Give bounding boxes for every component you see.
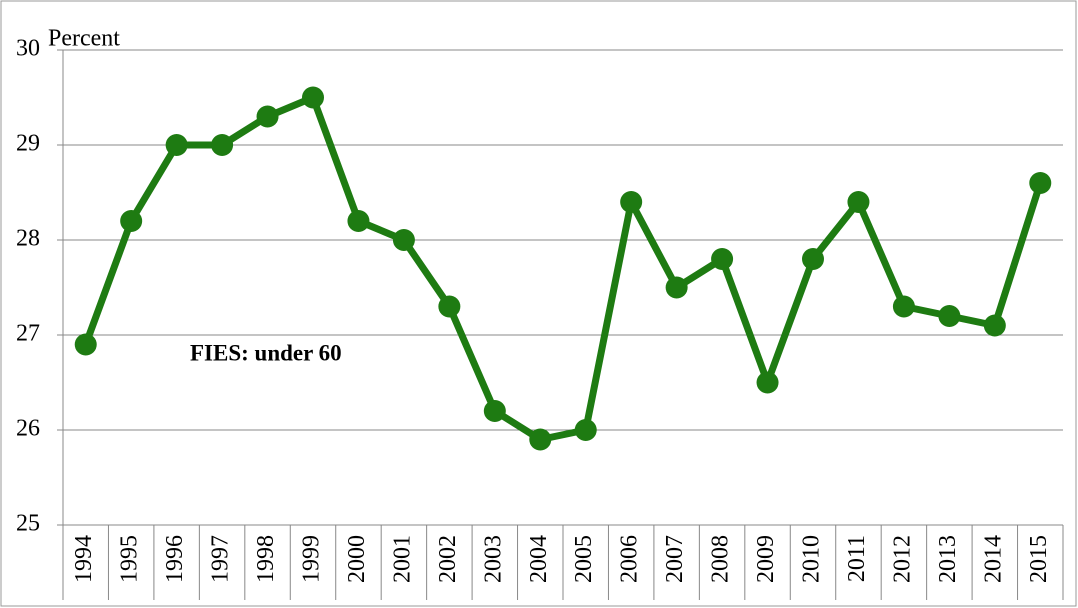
point xyxy=(120,210,143,232)
x-tick-label: 2003 xyxy=(480,535,506,583)
y-tick-label: 27 xyxy=(16,321,40,347)
annotation: FIES: under 60 xyxy=(190,340,342,365)
point xyxy=(392,229,415,251)
x-tick-label: 2002 xyxy=(435,535,461,583)
point xyxy=(665,276,688,299)
x-tick-label: 2015 xyxy=(1026,535,1052,583)
x-tick-label: 2008 xyxy=(708,535,734,583)
point xyxy=(711,248,734,270)
x-tick-label: 1998 xyxy=(253,535,279,583)
point xyxy=(74,333,97,356)
x-tick-label: 2012 xyxy=(889,535,915,583)
point xyxy=(620,191,643,213)
x-tick-label: 1997 xyxy=(208,535,234,583)
point xyxy=(574,419,597,441)
point xyxy=(802,248,824,270)
y-tick-label: 26 xyxy=(16,416,40,442)
y-tick-label: 29 xyxy=(16,131,40,157)
point xyxy=(756,371,779,394)
x-tick-label: 2010 xyxy=(799,535,825,583)
point xyxy=(211,134,234,156)
x-tick-label: 2011 xyxy=(844,535,870,582)
point xyxy=(438,295,461,318)
x-tick-label: 2007 xyxy=(662,535,688,583)
point xyxy=(165,134,188,156)
x-tick-label: 1994 xyxy=(71,535,97,583)
x-tick-label: 2005 xyxy=(571,535,597,583)
x-tick-label: 2001 xyxy=(389,535,415,583)
point xyxy=(938,305,961,327)
x-tick-label: 2006 xyxy=(617,535,643,583)
y-tick-label: 25 xyxy=(16,511,40,537)
y-tick-label: 30 xyxy=(16,36,40,62)
x-tick-label: 2014 xyxy=(980,535,1006,583)
point xyxy=(983,314,1006,337)
point xyxy=(302,86,324,109)
point xyxy=(892,295,915,318)
x-tick-label: 2009 xyxy=(753,535,779,583)
x-tick-label: 2013 xyxy=(935,535,961,583)
line xyxy=(82,94,1044,443)
point xyxy=(347,210,370,232)
point xyxy=(483,400,506,422)
x-tick-label: 1995 xyxy=(117,535,143,583)
x-tick-label: 1999 xyxy=(299,535,325,583)
y-axis-label: Percent xyxy=(48,26,120,52)
point xyxy=(1029,172,1052,194)
y-tick-label: 28 xyxy=(16,226,40,252)
point xyxy=(529,428,552,451)
x-tick-label: 1996 xyxy=(162,535,188,583)
x-tick-label: 2000 xyxy=(344,535,370,583)
point xyxy=(847,191,870,213)
x-tick-label: 2004 xyxy=(526,535,552,583)
point xyxy=(256,105,279,128)
